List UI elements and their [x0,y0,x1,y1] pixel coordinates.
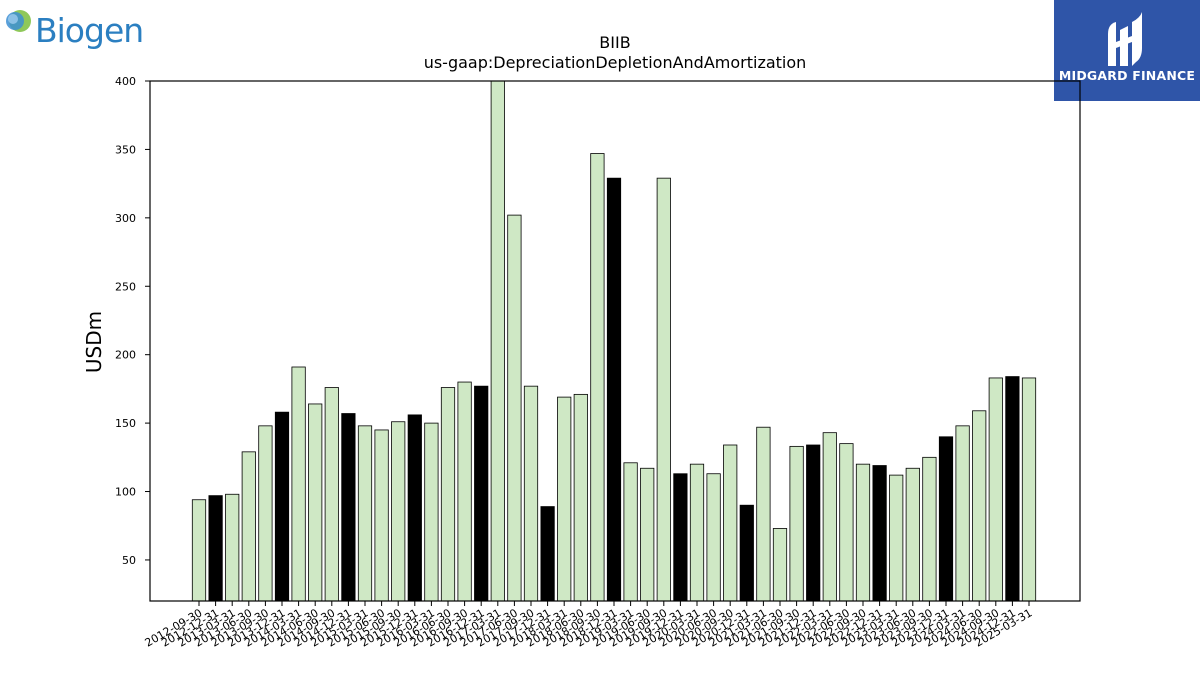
y-tick-label: 50 [122,554,136,567]
bars-group [191,81,1037,601]
bar [191,499,207,601]
y-tick-label: 200 [115,349,136,362]
bar [341,413,356,601]
y-axis-label: USDm [82,311,106,373]
midgard-logo-text: MIDGARD FINANCE [1058,68,1196,83]
plot-frame [149,80,1081,602]
y-tick-label: 300 [115,212,136,225]
bar [424,422,439,601]
y-tick-label: 250 [115,280,136,293]
bar [806,444,821,601]
bar [540,506,555,601]
bar [689,463,705,601]
bar [822,432,837,601]
bar [391,421,406,601]
bar [972,410,987,601]
bar [490,81,505,601]
bar [308,403,323,601]
bar [291,366,306,601]
bar [274,411,290,601]
bar [523,385,539,601]
bar [225,493,240,601]
bar [706,473,721,601]
bar [357,425,373,601]
bar [839,443,854,601]
bar [988,377,1003,601]
bar [756,426,771,601]
bar [955,425,970,601]
bar [772,528,788,601]
bar [440,387,456,601]
midgard-mark-icon [1108,12,1142,66]
bar [855,463,871,601]
bar [905,467,920,601]
bar [606,177,622,601]
bar [1021,377,1037,601]
bar [507,214,522,601]
bar [241,451,256,601]
bar [590,153,605,601]
bar [258,425,273,601]
y-tick-label: 100 [115,486,136,499]
bar [640,467,655,601]
chart-title: BIIB [599,33,630,52]
biogen-logo-text: Biogen [35,11,144,50]
bar [1005,376,1020,601]
plot-area: 501001502002503003504002012-09-302012-12… [115,75,1081,650]
bar [623,462,638,601]
bar [889,474,904,601]
bar [723,444,738,601]
y-tick-label: 350 [115,143,136,156]
midgard-finance-logo: MIDGARD FINANCE [1054,0,1200,101]
chart-subtitle: us-gaap:DepreciationDepletionAndAmortiza… [424,53,807,72]
bar [324,387,339,601]
bar [407,414,422,601]
bar [374,429,389,601]
y-tick-label: 150 [115,417,136,430]
bar [557,396,572,601]
bar [673,473,688,601]
bar [922,456,937,601]
biogen-logo: Biogen [4,4,154,56]
bar [457,381,472,601]
bar [656,177,671,601]
bar [208,495,223,601]
biogen-sphere-icon [6,10,31,32]
bar [573,393,588,601]
bar [872,465,887,601]
y-tick-label: 400 [115,75,136,88]
bar [938,436,954,601]
bar [789,445,804,601]
bar [474,385,489,601]
bar [739,504,754,601]
